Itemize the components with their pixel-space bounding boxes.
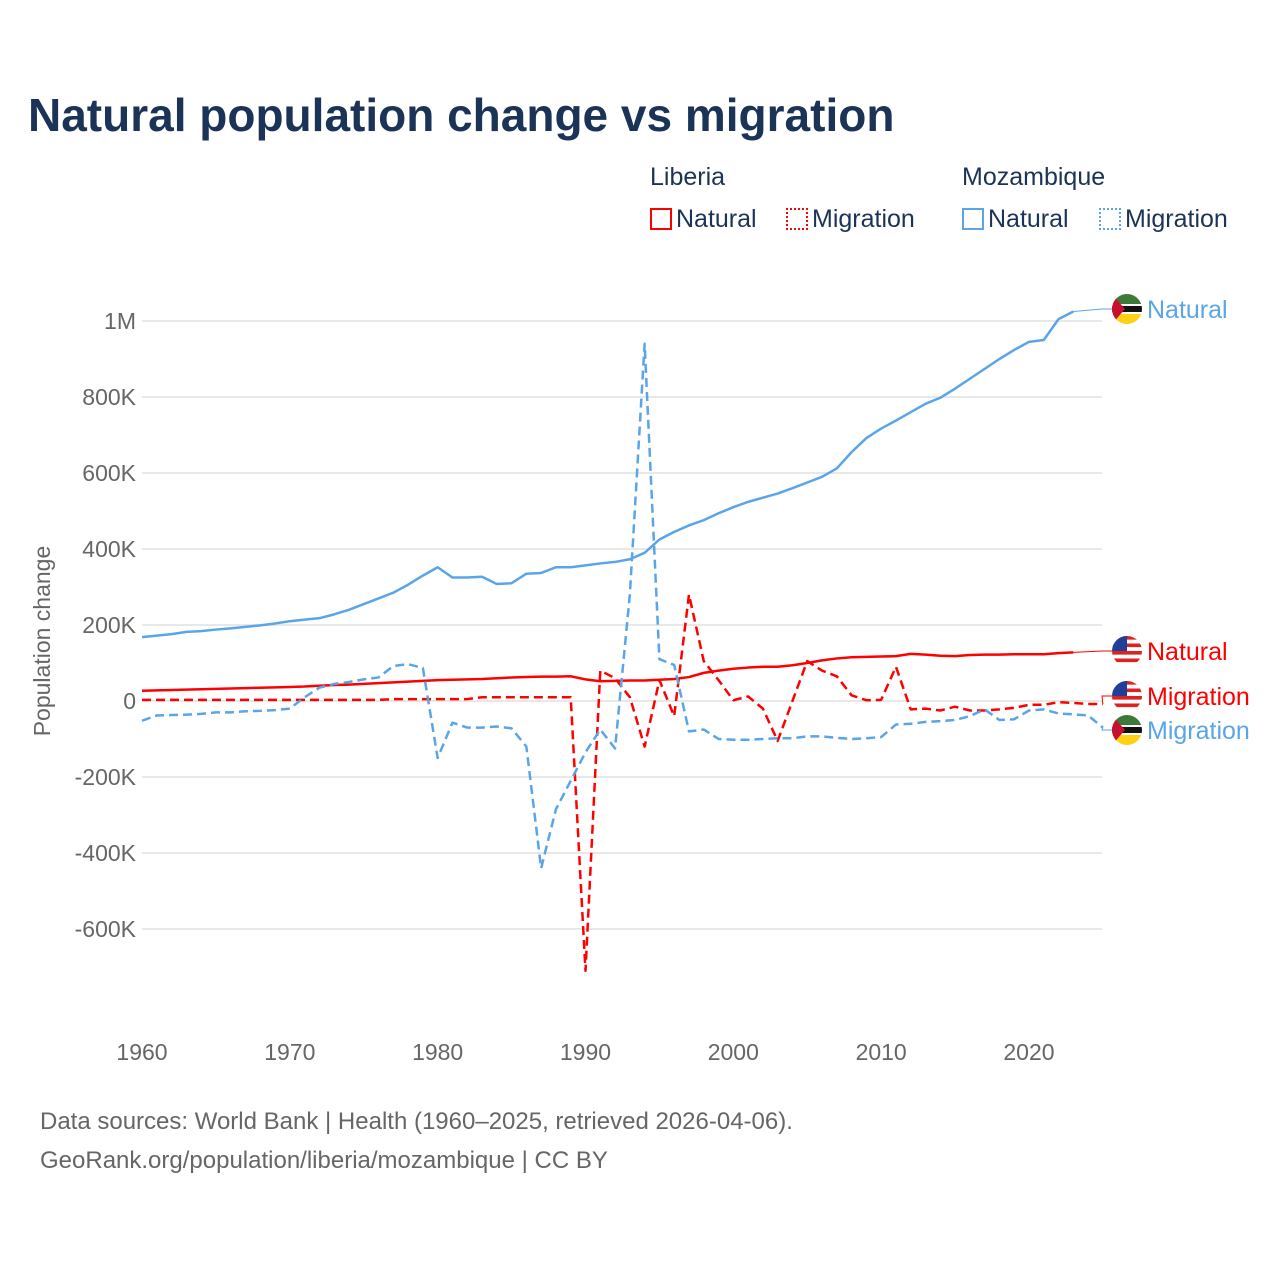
dotted-swatch-icon [786,208,808,230]
y-tick-label: -200K [75,764,137,790]
y-tick-label: 0 [123,688,136,714]
y-tick-label: 1M [104,308,136,334]
footer-link[interactable]: GeoRank.org/population/liberia/mozambiqu… [40,1147,608,1174]
chart-title: Natural population change vs migration [28,89,895,141]
liberia-flag-icon [1112,681,1142,711]
label-connector [1073,650,1112,653]
series-end-label: Migration [1147,717,1250,745]
x-tick-label: 2020 [1003,1039,1054,1065]
legend-liberia-natural[interactable]: Natural [650,205,757,234]
legend-mozambique-natural[interactable]: Natural [962,205,1069,234]
series-line-mozambique-natural [141,310,1074,639]
y-tick-label: 600K [82,460,136,486]
x-tick-label: 2010 [856,1039,907,1065]
y-axis-label: Population change [29,546,55,737]
mozambique-flag-icon [1112,715,1142,745]
legend-label: Migration [812,205,915,233]
solid-swatch-icon [650,208,672,230]
x-tick-label: 1970 [264,1039,315,1065]
x-tick-label: 1990 [560,1039,611,1065]
legend-label: Natural [988,205,1069,233]
series-end-label: Natural [1147,638,1228,666]
x-tick-label: 2000 [708,1039,759,1065]
series-line-liberia-natural [141,651,1074,692]
series-line-mozambique-migration [141,342,1104,870]
x-tick-label: 1960 [116,1039,167,1065]
legend-label: Migration [1125,205,1228,233]
dotted-swatch-icon [1099,208,1121,230]
y-tick-label: 800K [82,384,136,410]
label-connector [1101,695,1112,705]
legend-group-mozambique-title: Mozambique [962,163,1106,191]
y-tick-label: 400K [82,536,136,562]
y-tick-label: -400K [75,840,137,866]
legend-liberia-migration[interactable]: Migration [786,205,915,234]
footer-sources: Data sources: World Bank | Health (1960–… [40,1108,793,1135]
liberia-flag-icon [1112,636,1142,666]
legend-mozambique-migration[interactable]: Migration [1099,205,1228,234]
y-tick-label: 200K [82,612,136,638]
legend-label: Natural [676,205,757,233]
series-end-label: Migration [1147,683,1250,711]
series-end-label: Natural [1147,296,1228,324]
solid-swatch-icon [962,208,984,230]
x-tick-label: 1980 [412,1039,463,1065]
label-connector [1073,308,1112,312]
label-connector [1101,727,1112,731]
series-line-liberia-migration [142,593,1103,973]
mozambique-flag-icon [1112,294,1142,324]
y-tick-label: -600K [75,916,137,942]
legend-group-liberia-title: Liberia [650,163,726,191]
